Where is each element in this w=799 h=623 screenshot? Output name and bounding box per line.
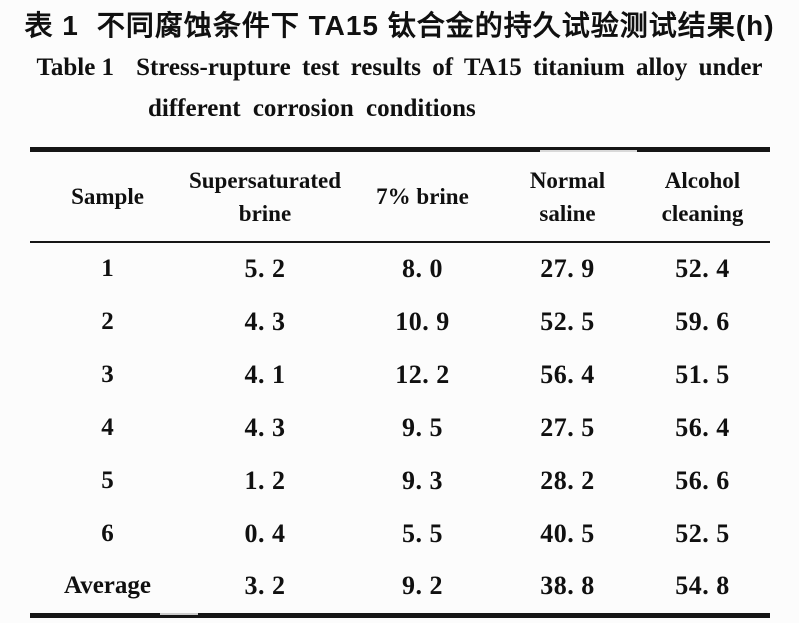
value-cell: 0. 4: [244, 518, 286, 548]
value-cell: 10. 9: [395, 307, 450, 337]
value-cell: 56. 4: [675, 412, 730, 442]
value-cell: 40. 5: [540, 518, 595, 548]
table-body: 1 5. 2 8. 0 27. 9 52. 4 2 4. 3 10. 9 52.…: [30, 243, 770, 613]
results-table: Sample Supersaturated brine 7% brine Nor…: [30, 147, 770, 618]
column-header-alcohol-cleaning: Alcohol cleaning: [661, 167, 744, 226]
row-label: 6: [101, 519, 114, 547]
column-header-7pct-brine: 7% brine: [376, 184, 469, 209]
row-label: 2: [101, 308, 114, 336]
value-cell: 4. 3: [244, 412, 286, 442]
value-cell: 59. 6: [675, 307, 730, 337]
column-header-supersaturated-brine: Supersaturated brine: [188, 167, 342, 226]
table-row-average: Average 3. 2 9. 2 38. 8 54. 8: [30, 560, 770, 613]
table-bottom-rule: [30, 612, 770, 618]
row-label: 5: [101, 466, 114, 494]
table-row-6: 6 0. 4 5. 5 40. 5 52. 5: [30, 507, 770, 560]
table-caption-en: Table 1 Stress-rupture test results of T…: [0, 54, 799, 82]
value-cell: 9. 5: [402, 412, 443, 442]
value-cell: 4. 3: [244, 307, 286, 337]
column-header-sample: Sample: [71, 184, 144, 209]
table-caption-zh-label: 表 1: [24, 10, 79, 41]
table-row-3: 3 4. 1 12. 2 56. 4 51. 5: [30, 349, 770, 402]
value-cell: 56. 4: [540, 360, 595, 390]
row-label: 3: [101, 361, 114, 389]
value-cell: 27. 9: [540, 254, 595, 284]
value-cell: 5. 5: [402, 518, 443, 548]
row-label: 4: [101, 413, 114, 441]
table-row-5: 5 1. 2 9. 3 28. 2 56. 6: [30, 454, 770, 507]
table-caption-en-label: Table 1: [36, 54, 115, 81]
value-cell: 1. 2: [244, 465, 286, 495]
value-cell: 38. 8: [540, 571, 595, 601]
value-cell: 28. 2: [540, 465, 595, 495]
value-cell: 27. 5: [540, 412, 595, 442]
table-header-row: Sample Supersaturated brine 7% brine Nor…: [30, 152, 770, 241]
value-cell: 9. 3: [402, 465, 443, 495]
value-cell: 51. 5: [675, 360, 730, 390]
table-caption-zh-text: 不同腐蚀条件下 TA15 钛合金的持久试验测试结果(h): [96, 10, 775, 41]
table-header-rule: [30, 241, 770, 243]
value-cell: 4. 1: [244, 360, 286, 390]
row-label: 1: [101, 255, 114, 283]
value-cell: 54. 8: [675, 571, 730, 601]
value-cell: 52. 5: [540, 307, 595, 337]
value-cell: 52. 5: [675, 518, 730, 548]
table-row-1: 1 5. 2 8. 0 27. 9 52. 4: [30, 243, 770, 296]
table-caption-zh: 表 1 不同腐蚀条件下 TA15 钛合金的持久试验测试结果(h): [0, 4, 799, 44]
table-row-4: 4 4. 3 9. 5 27. 5 56. 4: [30, 402, 770, 455]
value-cell: 3. 2: [244, 571, 286, 601]
value-cell: 5. 2: [244, 254, 286, 284]
table-caption-en-text: Stress-rupture test results of TA15 tita…: [136, 54, 763, 81]
table-caption-en-line2: different corrosion conditions: [148, 95, 476, 122]
value-cell: 9. 2: [402, 571, 443, 601]
value-cell: 8. 0: [402, 254, 443, 284]
column-header-normal-saline: Normal saline: [529, 167, 606, 226]
row-label: Average: [64, 572, 151, 600]
value-cell: 52. 4: [675, 254, 730, 284]
value-cell: 12. 2: [395, 360, 450, 390]
table-top-rule: [30, 147, 770, 152]
value-cell: 56. 6: [675, 465, 730, 495]
table-row-2: 2 4. 3 10. 9 52. 5 59. 6: [30, 296, 770, 349]
